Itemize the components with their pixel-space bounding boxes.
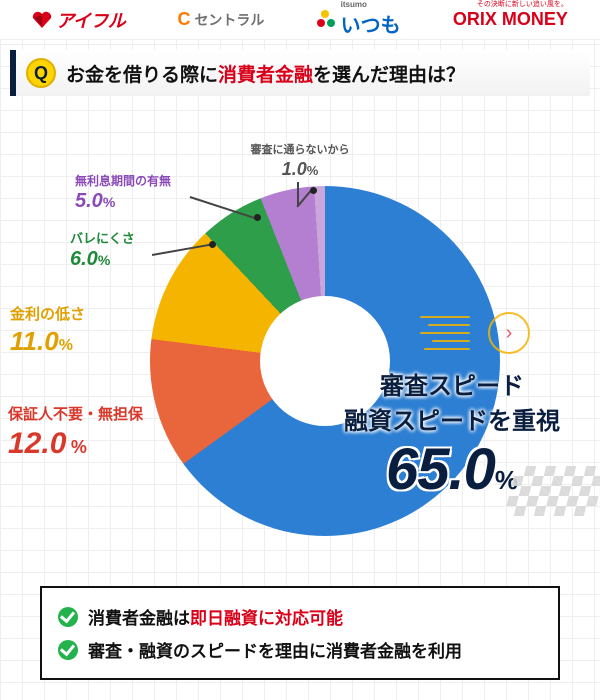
question-text: お金を借りる際に消費者金融を選んだ理由は？ xyxy=(66,60,465,87)
brand-itsumo-text: いつも xyxy=(341,15,401,37)
slice4-pct: % xyxy=(98,252,110,268)
question-pre: お金を借りる際に xyxy=(66,65,218,86)
slice5-label: 無利息期間の有無 5.0% xyxy=(75,174,215,214)
question-post: を選んだ理由は？ xyxy=(313,65,465,86)
slice3-value: 11.0 xyxy=(10,326,59,356)
brand-itsumo-sub: itsumo xyxy=(341,1,401,9)
central-c-icon: C xyxy=(177,9,190,30)
summary1-hl: 即日融資に対応可能 xyxy=(190,609,343,628)
brand-itsumo: itsumo いつも xyxy=(317,1,401,38)
brand-orix: その決断に新しい追い風を。 ORIX MONEY xyxy=(453,9,568,30)
slice2-pct: % xyxy=(71,437,87,457)
summary-row-1: 消費者金融は即日融資に対応可能 xyxy=(58,600,542,633)
slice2-value: 12.0 xyxy=(8,427,66,460)
slice4-name: バレにくさ xyxy=(70,231,170,247)
slice6-pct: % xyxy=(307,163,319,178)
slice6-name: 審査に通らないから xyxy=(230,144,370,158)
chart-area: › 審査スピード 融資スピードを重視 65.0% 保証人不要・無担保 12.0 … xyxy=(0,96,600,606)
question-highlight: 消費者金融 xyxy=(218,65,313,86)
question-badge-icon: Q xyxy=(26,58,56,88)
summary1-pre: 消費者金融は xyxy=(88,609,190,628)
slice4-label: バレにくさ 6.0% xyxy=(70,231,170,272)
brand-bar: アイフル C セントラル itsumo いつも その決断に新しい追い風を。 OR… xyxy=(0,0,600,40)
slice5-name: 無利息期間の有無 xyxy=(75,174,215,189)
slice6-leader-dot xyxy=(310,187,317,194)
slice6-label: 審査に通らないから 1.0% xyxy=(230,144,370,181)
itsumo-dots-icon xyxy=(317,10,337,30)
speed-decoration: › xyxy=(420,306,530,361)
slice3-label: 金利の低さ 11.0% xyxy=(10,306,130,357)
brand-central-text: セントラル xyxy=(194,10,264,30)
speed-arrow-icon: › xyxy=(488,312,530,354)
main-label-value: 65.0 xyxy=(386,436,495,503)
slice3-name: 金利の低さ xyxy=(10,306,130,325)
main-label-line1: 審査スピード xyxy=(344,366,560,401)
checker-decoration xyxy=(504,466,600,516)
summary2-text: 審査・融資のスピードを理由に消費者金融を利用 xyxy=(88,637,462,662)
summary-box: 消費者金融は即日融資に対応可能 審査・融資のスピードを理由に消費者金融を利用 xyxy=(40,586,560,680)
aiful-heart-icon xyxy=(32,11,52,29)
slice2-label: 保証人不要・無担保 12.0 % xyxy=(8,406,178,462)
slice3-pct: % xyxy=(59,337,73,354)
slice2-name: 保証人不要・無担保 xyxy=(8,406,178,425)
summary-row-2: 審査・融資のスピードを理由に消費者金融を利用 xyxy=(58,633,542,666)
question-bar: Q お金を借りる際に消費者金融を選んだ理由は？ xyxy=(10,50,590,96)
brand-central: C セントラル xyxy=(177,9,264,30)
slice4-value: 6.0 xyxy=(70,248,98,270)
main-label-line2: 融資スピードを重視 xyxy=(344,401,560,436)
brand-orix-text: ORIX MONEY xyxy=(453,9,568,30)
slice5-leader-dot xyxy=(254,214,261,221)
slice5-pct: % xyxy=(103,194,115,210)
check-icon xyxy=(58,640,78,660)
slice4-leader-dot xyxy=(209,241,216,248)
check-icon xyxy=(58,607,78,627)
slice5-value: 5.0 xyxy=(75,190,103,212)
brand-orix-tagline: その決断に新しい追い風を。 xyxy=(477,0,568,9)
slice6-value: 1.0 xyxy=(282,159,307,179)
brand-aiful: アイフル xyxy=(32,7,125,33)
brand-aiful-text: アイフル xyxy=(56,7,125,33)
